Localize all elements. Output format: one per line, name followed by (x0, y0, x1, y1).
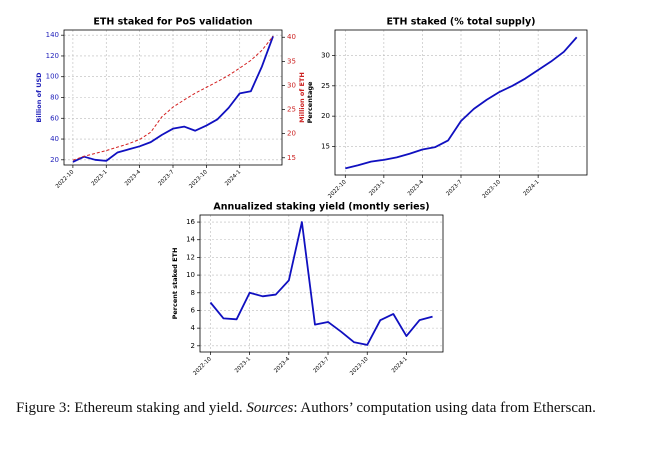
y2-tick-label: 30 (287, 81, 296, 89)
y-tick-label: 60 (50, 114, 59, 122)
y-tick-label: 40 (50, 135, 59, 143)
chart-title: ETH staked for PoS validation (93, 17, 252, 28)
x-tick-label: 2024-1 (523, 179, 541, 197)
y2-tick-label: 40 (287, 33, 296, 41)
plot-frame (199, 214, 444, 353)
y-tick-label: 4 (191, 324, 196, 332)
y2-tick-label: 20 (287, 130, 296, 138)
x-tick-label: 2023-10 (188, 169, 209, 190)
x-tick-label: 2022-10 (327, 179, 348, 200)
y-tick-label: 14 (186, 236, 195, 244)
caption-sources-text: : Authors’ computation using data from E… (293, 400, 596, 416)
y-tick-label: 20 (321, 112, 330, 120)
plot-frame (63, 29, 283, 166)
series-line (345, 36, 578, 170)
chart-title: ETH staked (% total supply) (386, 17, 535, 28)
x-tick-label: 2023-1 (368, 179, 386, 197)
x-tick-label: 2024-1 (391, 356, 409, 374)
y-axis-label: Billion of USD (35, 72, 43, 123)
x-tick-label: 2023-7 (157, 169, 175, 187)
x-tick-label: 2024-1 (224, 169, 242, 187)
y-tick-label: 8 (191, 289, 195, 297)
y-tick-label: 15 (321, 142, 330, 150)
y-tick-label: 80 (50, 94, 59, 102)
x-tick-label: 2023-7 (312, 356, 330, 374)
x-tick-label: 2023-10 (349, 356, 370, 377)
x-tick-label: 2023-7 (445, 179, 463, 197)
y-tick-label: 25 (321, 82, 330, 90)
y-tick-label: 100 (46, 73, 59, 81)
x-tick-label: 2023-1 (91, 169, 109, 187)
y-axis-label: Percentage (306, 81, 314, 123)
y-tick-label: 140 (46, 31, 59, 39)
series-line (209, 221, 433, 346)
y-axis-label: Percent staked ETH (171, 248, 179, 320)
series-line (72, 35, 274, 161)
y-tick-label: 120 (46, 52, 59, 60)
caption: Figure 3: Ethereum staking and yield. So… (16, 398, 646, 419)
caption-sources-label: Sources (246, 400, 294, 416)
y2-axis-label: Million of ETH (298, 72, 306, 123)
y-tick-label: 20 (50, 156, 59, 164)
x-tick-label: 2023-4 (273, 356, 291, 374)
x-tick-label: 2022-10 (55, 169, 76, 190)
x-tick-label: 2023-4 (407, 179, 425, 197)
y-tick-label: 16 (186, 218, 195, 226)
y2-tick-label: 15 (287, 154, 296, 162)
x-tick-label: 2023-4 (124, 169, 142, 187)
y2-tick-label: 35 (287, 57, 296, 65)
series-line (72, 35, 274, 163)
x-tick-label: 2022-10 (192, 356, 213, 377)
plot-frame (334, 29, 588, 176)
caption-text: Ethereum staking and yield. (74, 400, 243, 416)
x-tick-label: 2023-1 (234, 356, 252, 374)
y-tick-label: 6 (191, 306, 196, 314)
y-tick-label: 2 (191, 342, 195, 350)
y-tick-label: 12 (186, 253, 195, 261)
y-tick-label: 10 (186, 271, 195, 279)
y-tick-label: 30 (321, 51, 330, 59)
x-tick-label: 2023-10 (482, 179, 503, 200)
chart-title: Annualized staking yield (montly series) (213, 202, 429, 213)
y2-tick-label: 25 (287, 106, 296, 114)
caption-label: Figure 3: (16, 400, 71, 416)
